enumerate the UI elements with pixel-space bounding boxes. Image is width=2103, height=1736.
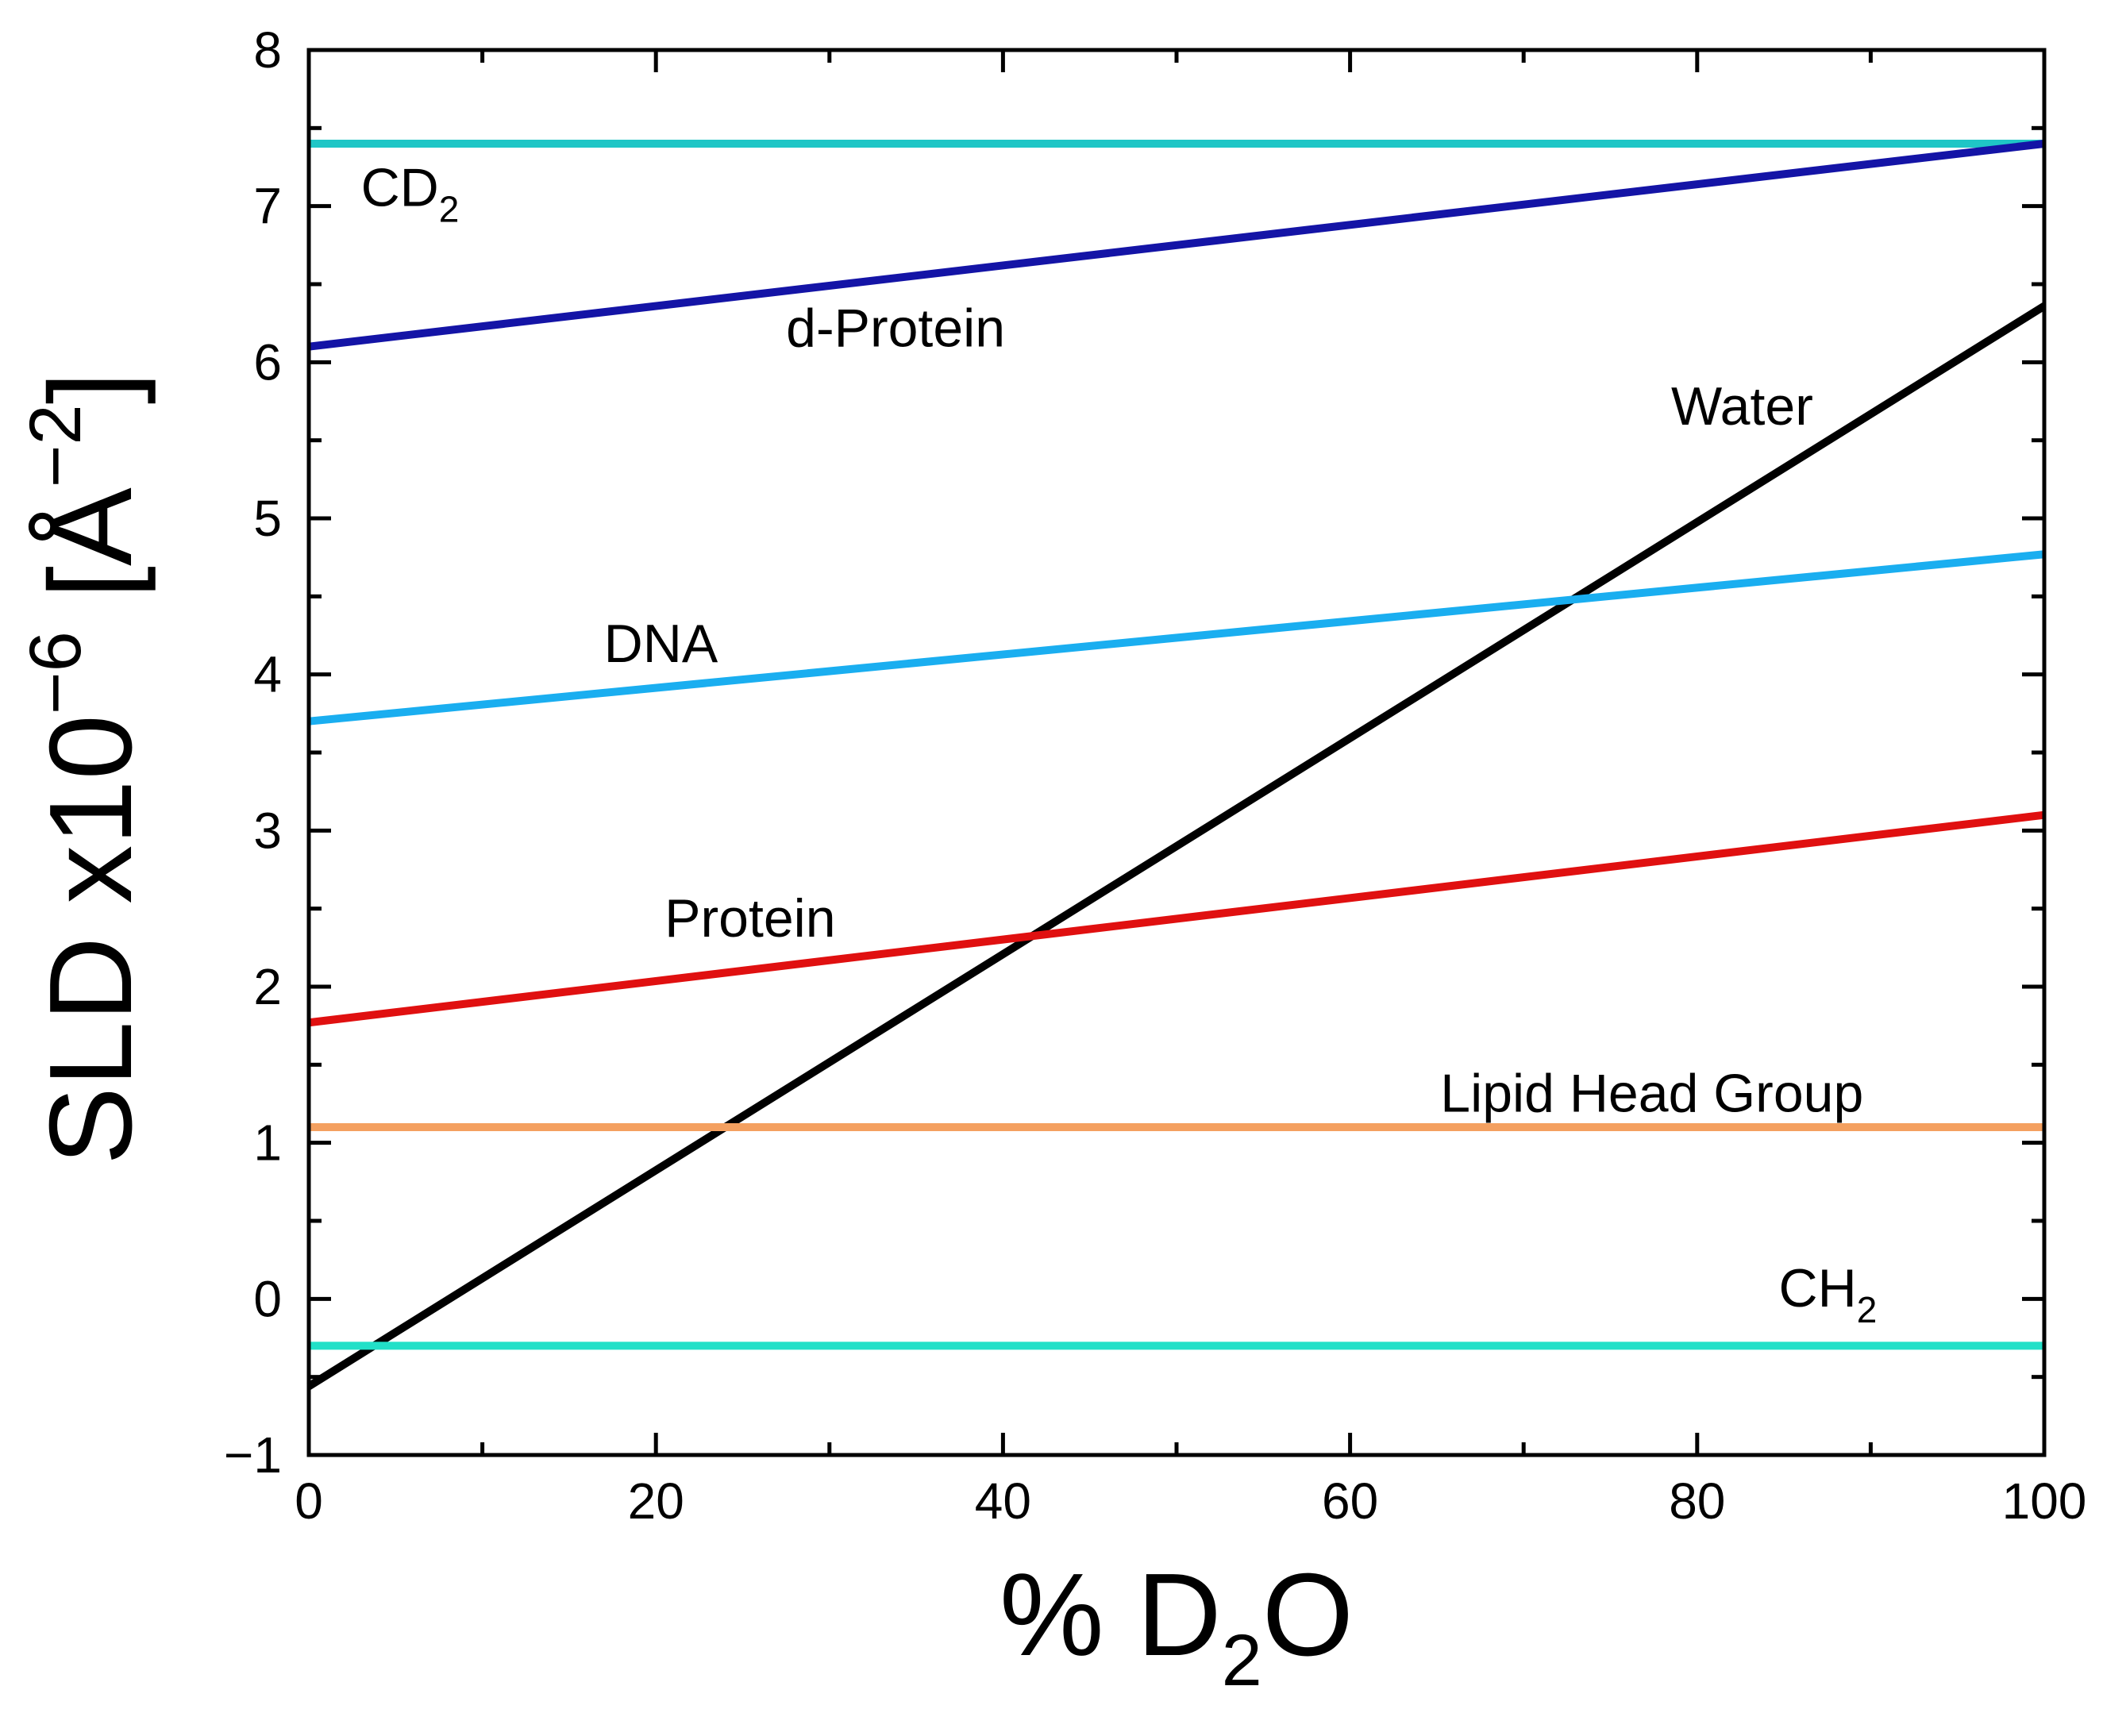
series-label-cd2: CD2: [361, 158, 460, 230]
x-axis-title: % D2O: [1000, 1549, 1354, 1701]
series-label-subscript: 2: [1857, 1289, 1878, 1330]
y-tick-label: 8: [253, 21, 282, 79]
series-line-water: [306, 302, 2047, 1390]
y-tick-label: 4: [253, 646, 282, 703]
x-tick-label: 100: [2002, 1472, 2087, 1530]
x-axis-title-prefix: % D: [1000, 1549, 1222, 1680]
y-tick-label: −1: [224, 1426, 282, 1484]
y-tick-label: 2: [253, 958, 282, 1015]
series-label-text: Lipid Head Group: [1440, 1063, 1863, 1123]
series-label-ch2: CH2: [1779, 1258, 1878, 1330]
x-tick-label: 20: [628, 1472, 684, 1530]
y-axis-title-unit-open: [Å: [25, 487, 156, 631]
x-tick-label: 40: [975, 1472, 1031, 1530]
y-tick-label: 1: [253, 1114, 282, 1172]
series-label-text: CD: [361, 158, 439, 218]
series-label-text: d-Protein: [786, 298, 1005, 359]
y-tick-label: 0: [253, 1270, 282, 1327]
y-tick-label: 7: [253, 178, 282, 235]
x-axis-title-sub: 2: [1222, 1620, 1262, 1701]
x-axis-title-suffix: O: [1262, 1549, 1354, 1680]
series-label-text: Protein: [664, 888, 835, 949]
y-axis-title: SLD x10−6 [Å−2]: [15, 371, 156, 1165]
y-tick-label: 3: [253, 802, 282, 859]
plot-frame: [306, 48, 2047, 1457]
series-label-text: DNA: [604, 614, 718, 674]
y-axis-title-unit-close: ]: [25, 371, 156, 404]
x-tick-label: 80: [1669, 1472, 1725, 1530]
series-label-water: Water: [1671, 376, 1813, 437]
y-axis-title-sup: −6: [15, 631, 96, 714]
axis-ticks: [306, 48, 2047, 1457]
x-tick-label: 60: [1322, 1472, 1378, 1530]
y-axis-title-base: SLD x10: [25, 714, 156, 1165]
series-label-lipid-head-group: Lipid Head Group: [1440, 1063, 1863, 1123]
series-lines: [306, 140, 2047, 1390]
y-tick-label: 6: [253, 333, 282, 391]
series-label-subscript: 2: [439, 189, 460, 230]
x-tick-label: 0: [295, 1472, 323, 1530]
series-line-dna: [308, 550, 2045, 726]
series-label-text: Water: [1671, 376, 1813, 437]
y-axis-title-unit-sup: −2: [15, 404, 96, 487]
series-label-protein: Protein: [664, 888, 835, 949]
series-label-dna: DNA: [604, 614, 718, 674]
series-label-d-protein: d-Protein: [786, 298, 1005, 359]
series-line-d-protein: [308, 140, 2045, 351]
y-tick-label: 5: [253, 490, 282, 547]
series-label-text: CH: [1779, 1258, 1857, 1318]
series-line-protein: [308, 810, 2045, 1027]
